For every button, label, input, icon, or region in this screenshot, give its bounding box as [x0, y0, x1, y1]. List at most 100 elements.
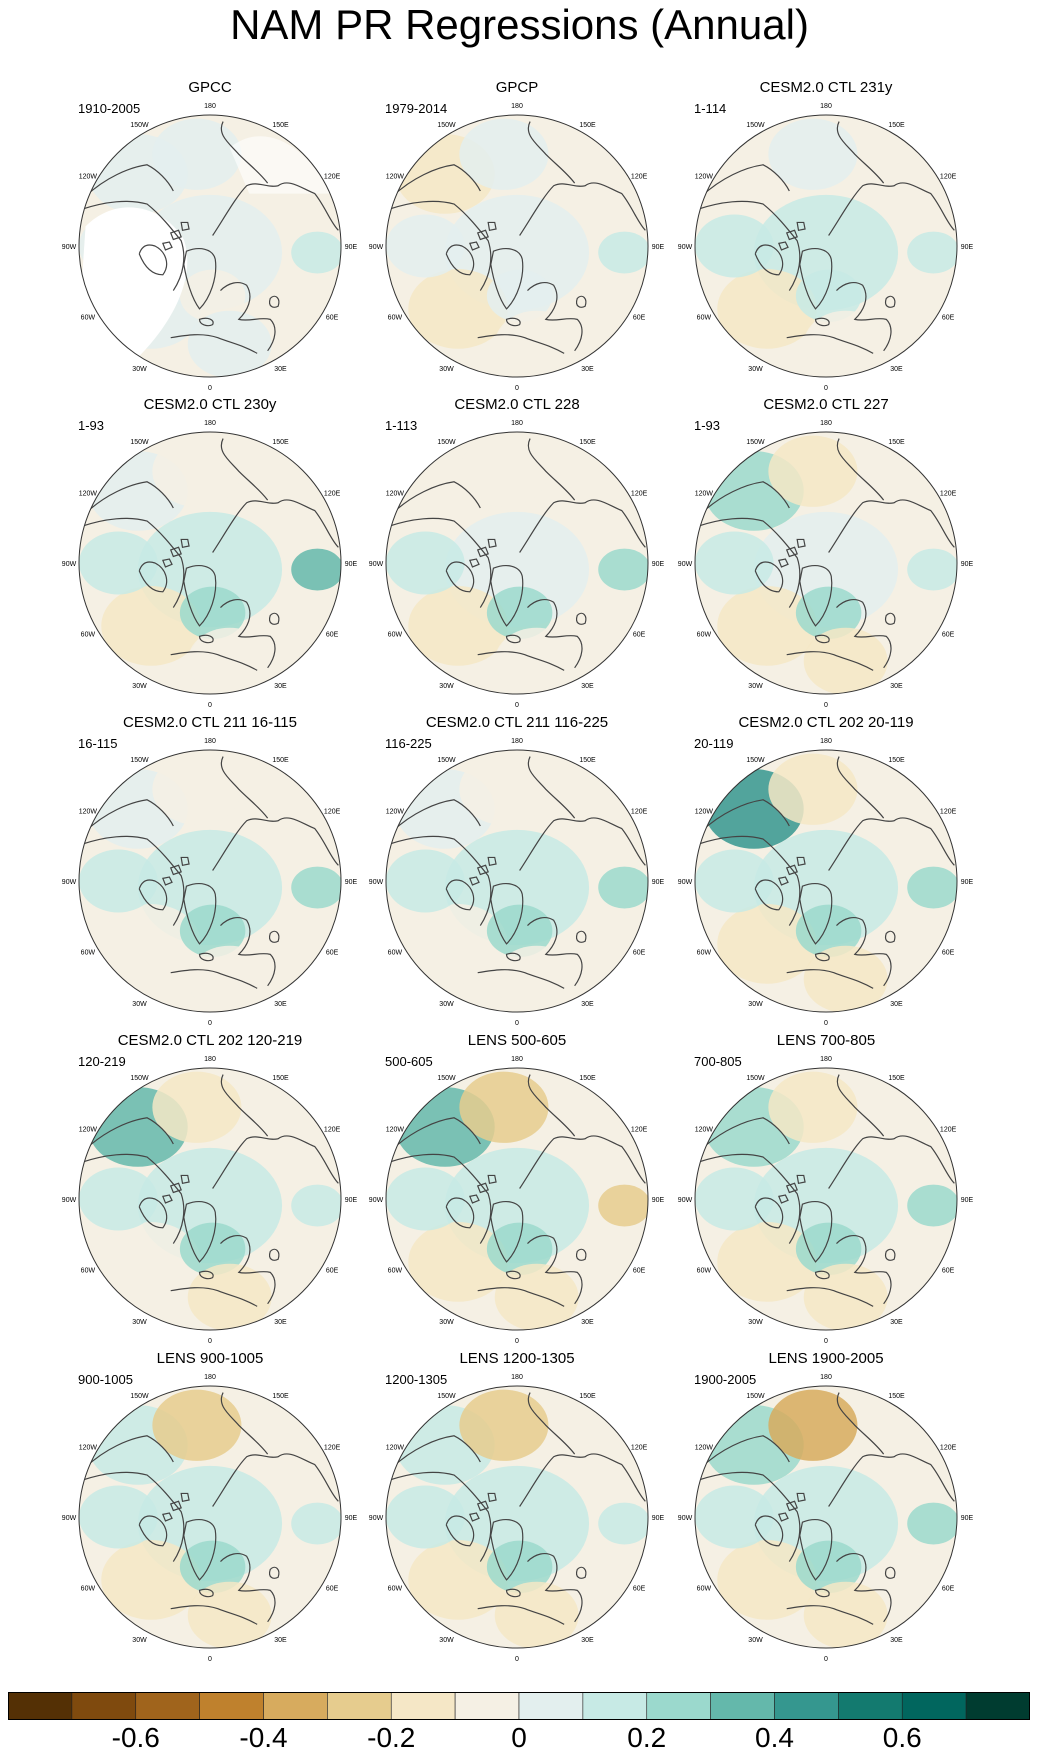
coastline — [487, 1492, 497, 1502]
longitude-label: 90W — [62, 879, 77, 886]
longitude-label: 60W — [81, 315, 96, 322]
longitude-label: 120E — [631, 1445, 648, 1452]
longitude-label: 120E — [631, 174, 648, 181]
longitude-label: 30W — [748, 1637, 763, 1644]
longitude-label: 120E — [940, 1127, 957, 1134]
coastline — [469, 241, 480, 251]
longitude-label: 30E — [274, 683, 287, 690]
coastline — [138, 561, 168, 593]
longitude-label: 120E — [631, 491, 648, 498]
coastline — [785, 864, 798, 876]
longitude-label: 180 — [204, 420, 216, 427]
coastline — [701, 164, 790, 197]
longitude-label: 90E — [345, 879, 358, 886]
longitude-label: 180 — [820, 1374, 832, 1381]
anomaly-region — [717, 586, 817, 666]
longitude-label: 150E — [888, 1393, 905, 1400]
anomaly-region — [795, 904, 862, 957]
colorbar-segment — [327, 1692, 392, 1720]
coastline — [701, 799, 790, 832]
longitude-label: 120W — [386, 1445, 405, 1452]
anomaly-region — [598, 548, 648, 591]
longitude-label: 150W — [130, 1393, 149, 1400]
coastline — [445, 1197, 475, 1229]
coastline — [778, 1194, 789, 1204]
anomaly-region — [795, 1540, 862, 1593]
coastline — [212, 1453, 339, 1507]
longitude-label: 120E — [940, 491, 957, 498]
anomaly-region — [907, 1502, 957, 1545]
longitude-label: 90E — [345, 244, 358, 251]
longitude-label: 30W — [748, 366, 763, 373]
panel-period: 116-225 — [385, 736, 432, 751]
coastline — [576, 295, 587, 308]
longitude-label: 180 — [820, 1056, 832, 1063]
longitude-label: 0 — [824, 1656, 828, 1663]
anomaly-region — [101, 1540, 201, 1620]
longitude-label: 150E — [888, 1075, 905, 1082]
coastline — [836, 1074, 885, 1137]
panel-period: 1910-2005 — [78, 101, 140, 116]
coastline — [778, 1512, 789, 1522]
longitude-label: 90E — [961, 561, 974, 568]
longitude-label: 60W — [388, 1586, 403, 1593]
anomaly-region — [79, 1167, 158, 1231]
coastline — [576, 612, 587, 625]
longitude-label: 120W — [695, 809, 714, 816]
coastline — [527, 1552, 583, 1623]
coastline — [220, 598, 276, 669]
anomaly-region — [717, 904, 817, 984]
longitude-label: 30E — [274, 1319, 287, 1326]
coastline — [836, 121, 885, 184]
longitude-label: 120W — [79, 809, 98, 816]
coastline — [527, 1392, 576, 1455]
coastline — [527, 438, 576, 501]
longitude-label: 60W — [697, 950, 712, 957]
map-border — [694, 749, 958, 1013]
coastline — [701, 1117, 790, 1150]
coastline — [885, 612, 896, 625]
longitude-label: 90E — [652, 561, 665, 568]
colorbar-segment — [774, 1692, 839, 1720]
longitude-label: 120E — [940, 1445, 957, 1452]
coastline — [754, 879, 784, 911]
coastline — [814, 634, 830, 644]
anomaly-region — [152, 753, 242, 825]
longitude-label: 60E — [942, 950, 955, 957]
anomaly-region — [187, 627, 272, 694]
longitude-label: 150W — [437, 1075, 456, 1082]
longitude-label: 120W — [695, 174, 714, 181]
longitude-label: 30W — [132, 1001, 147, 1008]
coastline — [796, 1174, 806, 1184]
map-panel: CESM2.0 CTL 211 16-115 16-115 180 150E 120E 9… — [62, 714, 358, 1027]
coastline — [505, 634, 521, 644]
longitude-label: 30W — [439, 1319, 454, 1326]
missing-data-region — [79, 207, 188, 358]
longitude-label: 150E — [579, 757, 596, 764]
coastline — [183, 1201, 217, 1263]
coastline — [183, 248, 217, 310]
longitude-label: 180 — [820, 738, 832, 745]
longitude-label: 60W — [697, 632, 712, 639]
panel-title: CESM2.0 CTL 202 120-219 — [118, 1032, 303, 1049]
coastline — [85, 1435, 174, 1468]
coastline — [786, 1605, 874, 1625]
longitude-label: 0 — [208, 385, 212, 392]
longitude-label: 60W — [388, 1268, 403, 1275]
coastline — [836, 598, 892, 669]
longitude-label: 30W — [748, 683, 763, 690]
coastline — [220, 916, 276, 987]
longitude-label: 0 — [824, 1338, 828, 1345]
anomaly-region — [152, 1389, 242, 1461]
coastline — [754, 1197, 784, 1229]
coastline — [786, 651, 874, 671]
coastline — [490, 1519, 524, 1581]
colorbar-segment — [710, 1692, 775, 1720]
anomaly-region — [494, 1581, 579, 1648]
coastline — [198, 952, 214, 962]
longitude-label: 90E — [652, 244, 665, 251]
anomaly-region — [768, 1389, 858, 1461]
map-border — [694, 114, 958, 378]
anomaly-region — [152, 118, 242, 190]
coastline — [169, 229, 182, 241]
